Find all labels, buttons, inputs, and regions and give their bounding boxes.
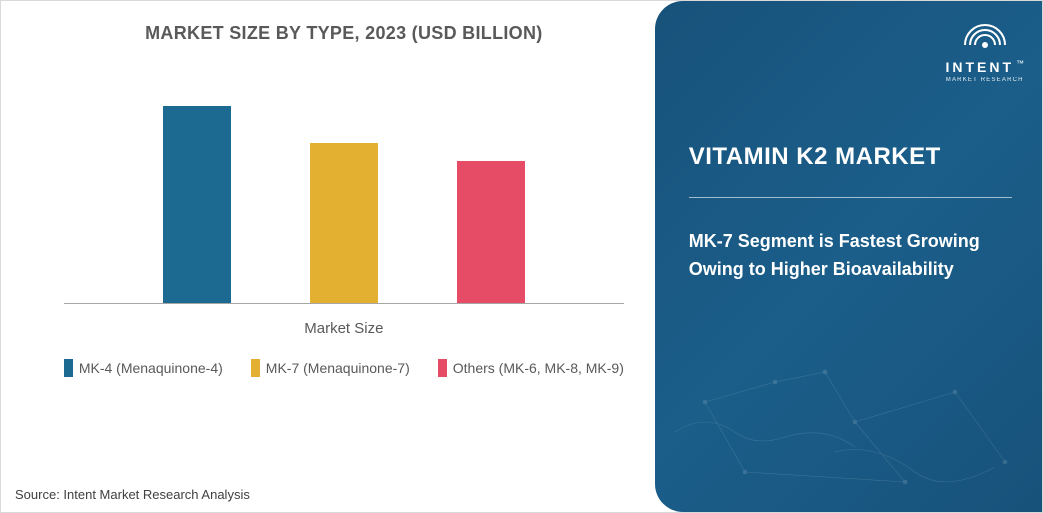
chart-title: MARKET SIZE BY TYPE, 2023 (USD BILLION) (51, 23, 637, 44)
chart-panel: MARKET SIZE BY TYPE, 2023 (USD BILLION) … (1, 1, 655, 512)
signal-icon (963, 15, 1007, 59)
legend-swatch-others (438, 359, 447, 377)
legend-swatch-mk4 (64, 359, 73, 377)
legend-label: Others (MK-6, MK-8, MK-9) (453, 360, 624, 376)
legend-label: MK-4 (Menaquinone-4) (79, 360, 223, 376)
legend-swatch-mk7 (251, 359, 260, 377)
logo-text: INTENT (945, 59, 1014, 75)
x-axis-label: Market Size (64, 320, 624, 337)
panel-subtext: MK-7 Segment is Fastest Growing Owing to… (689, 228, 1012, 284)
legend-item-mk7: MK-7 (Menaquinone-7) (251, 359, 410, 377)
bar-mk7 (310, 143, 378, 303)
legend-label: MK-7 (Menaquinone-7) (266, 360, 410, 376)
bar-others (457, 161, 525, 303)
legend-item-others: Others (MK-6, MK-8, MK-9) (438, 359, 624, 377)
brand-logo: INTENT™ MARKET RESEARCH (945, 15, 1024, 83)
panel-divider (689, 197, 1012, 198)
bars-group (64, 74, 624, 303)
source-attribution: Source: Intent Market Research Analysis (15, 487, 250, 502)
logo-main-text: INTENT™ (945, 59, 1024, 77)
chart-plot-area (64, 74, 624, 304)
world-map-decoration (655, 342, 1042, 512)
legend: MK-4 (Menaquinone-4) MK-7 (Menaquinone-7… (51, 359, 637, 377)
bar-mk4 (163, 106, 231, 303)
legend-item-mk4: MK-4 (Menaquinone-4) (64, 359, 223, 377)
summary-panel: INTENT™ MARKET RESEARCH VITAMIN K2 MARKE… (655, 1, 1042, 512)
panel-title: VITAMIN K2 MARKET (689, 143, 1012, 171)
logo-sub-text: MARKET RESEARCH (946, 77, 1024, 83)
trademark-symbol: ™ (1016, 59, 1024, 68)
infographic-container: MARKET SIZE BY TYPE, 2023 (USD BILLION) … (0, 0, 1043, 513)
